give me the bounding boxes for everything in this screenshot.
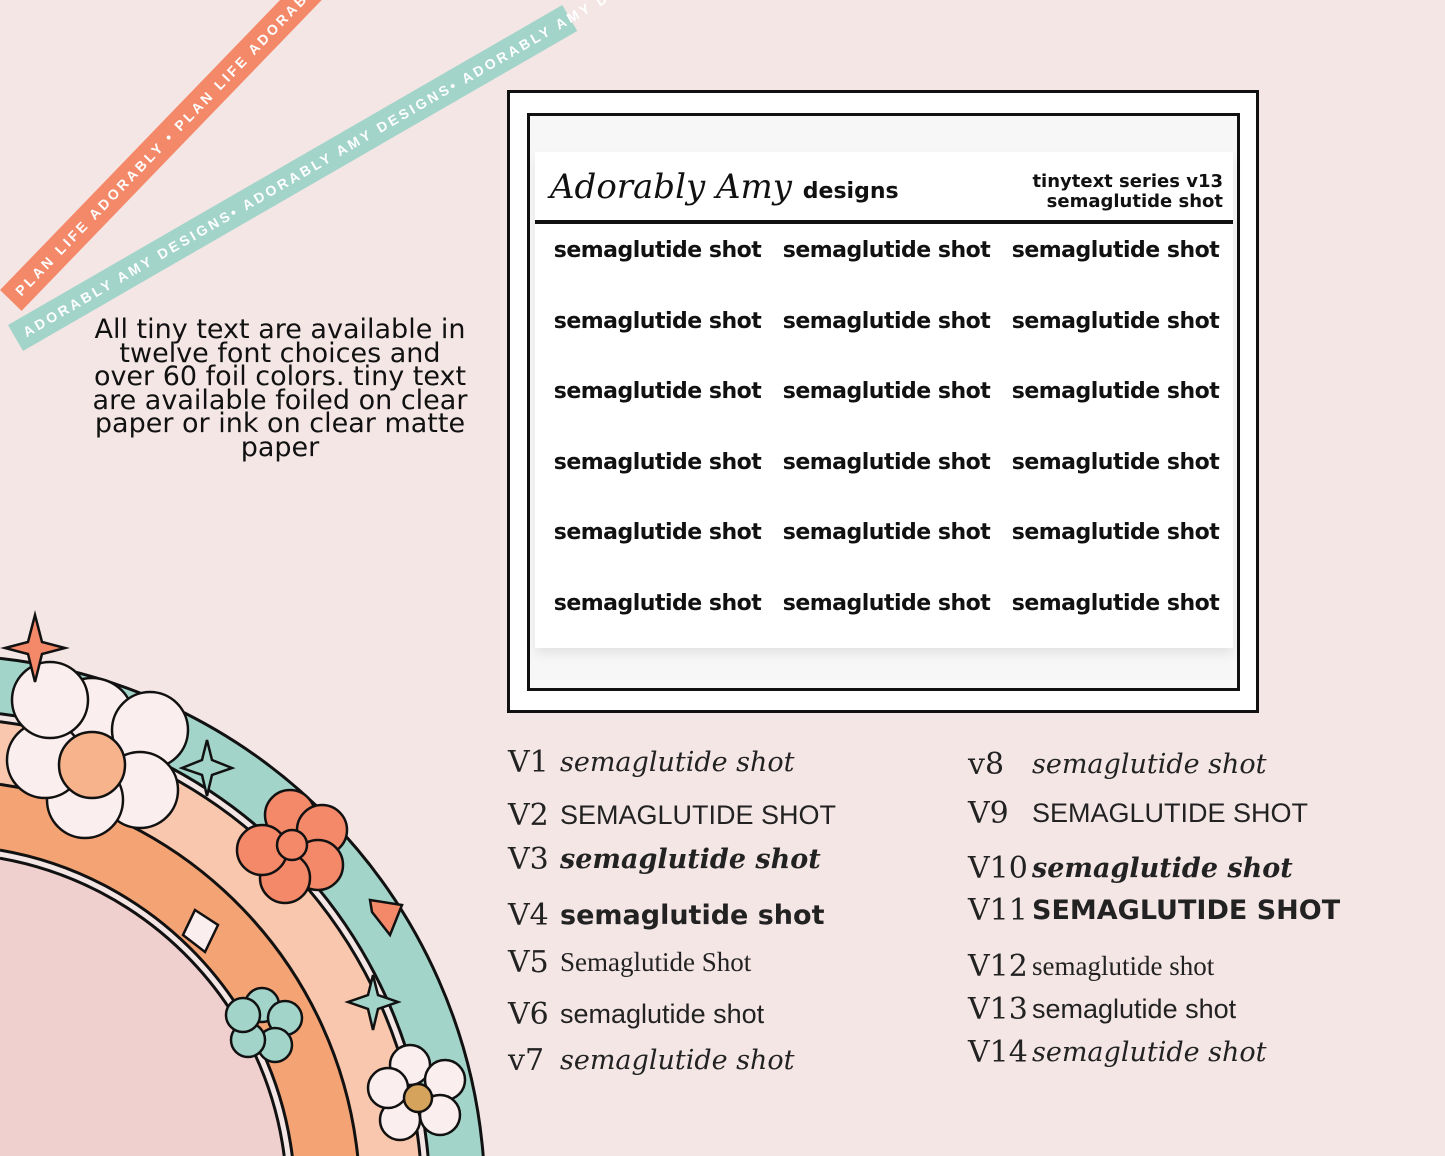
star-icon	[181, 908, 220, 954]
white-daisy-icon	[366, 1043, 467, 1142]
sticker-cell: semaglutide shot	[782, 308, 991, 334]
font-version-item: V2 SEMAGLUTIDE SHOT	[508, 798, 836, 833]
sheet-subtitle: semaglutide shot	[1046, 191, 1223, 212]
version-sample: SEMAGLUTIDE SHOT	[1032, 798, 1309, 828]
sticker-cell: semaglutide shot	[553, 308, 762, 334]
sticker-sheet: Adorably Amy designs tinytext series v13…	[535, 152, 1233, 648]
font-version-item: V12 semaglutide shot	[968, 949, 1214, 984]
version-label: V1	[508, 745, 549, 780]
font-version-item: V11 SEMAGLUTIDE SHOT	[968, 893, 1340, 928]
version-sample: semaglutide shot	[1032, 951, 1215, 981]
font-version-item: V4 semaglutide shot	[508, 898, 825, 933]
sheet-header: tinytext series v13 semaglutide shot	[1032, 172, 1223, 212]
sticker-cell: semaglutide shot	[553, 379, 762, 404]
version-sample: Semaglutide Shot	[560, 947, 752, 977]
star-icon	[368, 898, 404, 938]
sparkle-icon	[0, 610, 70, 683]
sticker-cell: semaglutide shot	[782, 449, 991, 475]
sticker-cell: semaglutide shot	[1011, 520, 1220, 545]
version-label: V2	[508, 798, 549, 833]
small-flower-icon	[224, 986, 304, 1064]
rainbow-outline	[0, 848, 294, 1156]
version-label: V14	[968, 1035, 1028, 1070]
version-label: V3	[508, 842, 549, 877]
version-sample: SEMAGLUTIDE SHOT	[1032, 895, 1341, 926]
font-version-item: V5 Semaglutide Shot	[508, 945, 751, 980]
sparkle-icon	[178, 739, 236, 797]
version-label: V12	[968, 949, 1028, 984]
version-label: v8	[968, 747, 1005, 782]
font-version-item: V9 SEMAGLUTIDE SHOT	[968, 796, 1308, 831]
version-sample: semaglutide shot	[1032, 853, 1293, 884]
version-sample: semaglutide shot	[560, 747, 795, 778]
version-label: v7	[508, 1043, 545, 1078]
sticker-grid: semaglutide shot semaglutide shot semaglut…	[535, 238, 1241, 661]
header-divider	[535, 220, 1233, 224]
version-sample: semaglutide shot	[560, 900, 825, 931]
font-version-item: V1 semaglutide shot	[508, 745, 795, 780]
sticker-cell: semaglutide shot	[782, 590, 991, 616]
flower-icon	[235, 788, 349, 905]
sticker-cell: semaglutide shot	[1011, 308, 1220, 334]
font-version-item: V14 semaglutide shot	[968, 1035, 1267, 1070]
version-sample: semaglutide shot	[1032, 994, 1237, 1024]
version-label: V9	[968, 796, 1009, 831]
version-label: V5	[508, 945, 549, 980]
version-label: V11	[968, 893, 1028, 928]
sticker-cell: semaglutide shot	[553, 590, 762, 616]
sticker-cell: semaglutide shot	[782, 238, 991, 263]
version-sample: semaglutide shot	[1032, 1037, 1267, 1068]
sticker-cell: semaglutide shot	[782, 520, 991, 545]
logo-script: Adorably Amy	[550, 167, 792, 207]
rainbow-outline	[0, 856, 286, 1156]
version-label: V6	[508, 997, 549, 1032]
font-version-item: V13 semaglutide shot	[968, 992, 1236, 1027]
font-version-item: v7 semaglutide shot	[508, 1043, 795, 1078]
sticker-cell: semaglutide shot	[1011, 379, 1220, 404]
sparkle-icon	[344, 974, 402, 1031]
sticker-cell: semaglutide shot	[553, 238, 762, 263]
font-version-item: V6 semaglutide shot	[508, 997, 764, 1032]
font-version-item: V10 semaglutide shot	[968, 851, 1293, 886]
sticker-cell: semaglutide shot	[553, 520, 762, 545]
sticker-cell: semaglutide shot	[553, 449, 762, 475]
version-sample: SEMAGLUTIDE SHOT	[560, 800, 837, 830]
rainbow-band	[0, 858, 285, 1156]
version-sample: semaglutide shot	[560, 999, 765, 1029]
sticker-cell: semaglutide shot	[1011, 449, 1220, 475]
version-sample: semaglutide shot	[560, 1045, 795, 1076]
version-label: V10	[968, 851, 1028, 886]
sticker-cell: semaglutide shot	[1011, 238, 1220, 263]
series-label: tinytext series v13	[1032, 171, 1223, 192]
version-label: V4	[508, 898, 549, 933]
version-sample: semaglutide shot	[560, 844, 821, 875]
logo-word: designs	[802, 179, 899, 204]
sticker-cell: semaglutide shot	[1011, 590, 1220, 616]
sticker-cell: semaglutide shot	[782, 379, 991, 404]
daisy-icon	[5, 660, 190, 840]
description-text: All tiny text are available in twelve fo…	[92, 314, 468, 463]
font-version-item: v8 semaglutide shot	[968, 747, 1267, 782]
version-sample: semaglutide shot	[1032, 749, 1267, 780]
version-label: V13	[968, 992, 1028, 1027]
teal-ribbon: ADORABLY AMY DESIGNS• ADORABLY AMY DESIG…	[8, 0, 674, 351]
brand-logo: Adorably Amy designs	[550, 167, 899, 207]
rainbow-illustration	[0, 610, 485, 1156]
font-version-item: V3 semaglutide shot	[508, 842, 821, 877]
